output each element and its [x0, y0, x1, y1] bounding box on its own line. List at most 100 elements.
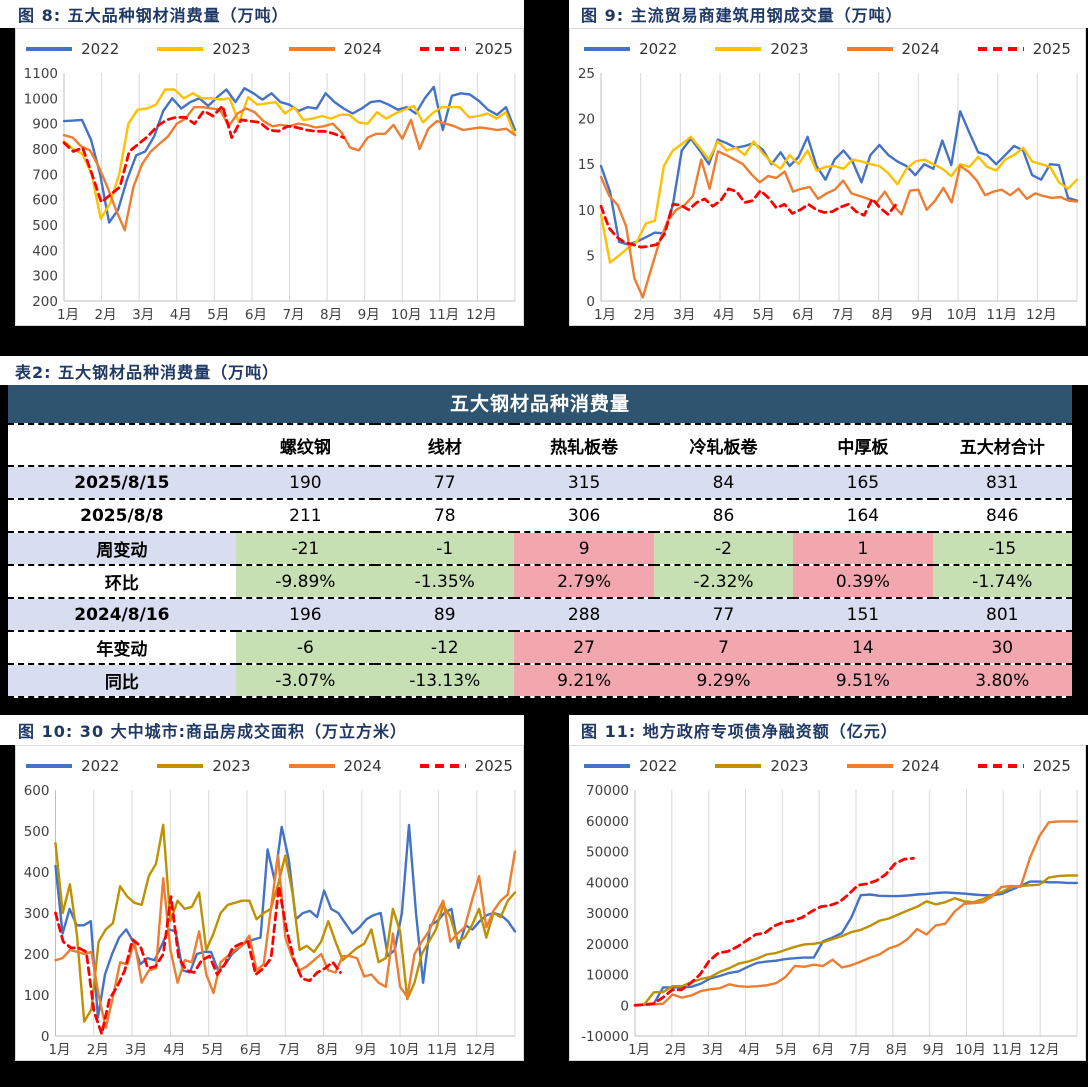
legend-line-swatch	[584, 47, 631, 51]
legend-item-2023: 2023	[715, 757, 809, 775]
legend-label: 2022	[81, 757, 120, 775]
x-tick-label: 8月	[320, 307, 342, 323]
value-cell: 831	[932, 465, 1072, 499]
value-cell: 89	[375, 597, 515, 631]
legend-label: 2024	[343, 757, 382, 775]
y-tick-label: 400	[32, 243, 58, 259]
series-line-2025	[54, 884, 342, 1036]
x-tick-label: 11月	[992, 1042, 1023, 1058]
legend-line-swatch	[846, 47, 893, 51]
x-tick-label: 1月	[57, 307, 79, 323]
legend-line-swatch	[715, 764, 762, 768]
y-tick-label: 900	[32, 117, 58, 133]
x-tick-label: 1月	[628, 1042, 650, 1058]
x-tick-label: 2月	[87, 1042, 109, 1058]
value-cell: -21	[235, 531, 376, 565]
figure8-caption: 图 8: 五大品种钢材消费量（万吨）	[18, 6, 289, 25]
x-tick-label: 4月	[713, 307, 735, 323]
legend-item-2025: 2025	[977, 757, 1071, 775]
x-tick-label: 3月	[125, 1042, 147, 1058]
x-tick-label: 1月	[594, 307, 616, 323]
row-label: 周变动	[8, 531, 236, 565]
y-tick-label: 5	[586, 248, 595, 264]
series-line-2023	[54, 823, 517, 1023]
row-label: 2024/8/16	[8, 597, 236, 631]
y-tick-label: 20000	[586, 937, 629, 953]
value-cell: 30	[932, 630, 1072, 664]
x-tick-label: 7月	[832, 307, 854, 323]
x-tick-label: 3月	[132, 307, 154, 323]
y-tick-label: 600	[24, 783, 50, 799]
legend-item-2023: 2023	[157, 40, 251, 58]
y-tick-label: 1100	[24, 66, 58, 82]
chart-legend: 2022 2023 2024 2025	[16, 29, 523, 65]
y-tick-label: 30000	[586, 906, 629, 922]
value-cell: 165	[793, 465, 933, 499]
value-cell: 306	[514, 498, 654, 532]
legend-dashed-line-swatch	[977, 764, 1024, 768]
value-cell: 14	[793, 630, 933, 664]
value-cell: -2	[653, 531, 794, 565]
value-cell: 77	[375, 465, 515, 499]
series-line-2024	[54, 850, 517, 1030]
y-tick-label: 400	[24, 865, 50, 881]
table-caption-band: 表2: 五大钢材品种消费量（万吨）	[0, 356, 1088, 385]
series-line-2025	[599, 187, 898, 249]
table-row: 年变动 -6 -12 27 7 14 30	[8, 630, 1072, 664]
x-tick-label: 12月	[466, 307, 497, 323]
value-cell: 0.39%	[793, 564, 933, 598]
legend-label: 2025	[1032, 757, 1071, 775]
legend-item-2024: 2024	[846, 757, 940, 775]
bottom-charts-row: 2022 2023 2024 2025 0 100 200 300 400 500 600 1月 2月 3…	[15, 745, 1086, 1061]
legend-label: 2023	[212, 40, 251, 58]
series-line-2025	[62, 104, 346, 204]
y-tick-label: 0	[41, 1029, 50, 1045]
legend-label: 2023	[212, 757, 251, 775]
figure9-caption: 图 9: 主流贸易商建筑用钢成交量（万吨）	[581, 6, 903, 25]
value-cell: 315	[514, 465, 654, 499]
legend-item-2024: 2024	[288, 40, 382, 58]
legend-item-2022: 2022	[584, 757, 677, 775]
x-tick-label: 2月	[634, 307, 656, 323]
y-tick-label: 20	[578, 112, 595, 128]
value-cell: -6	[235, 630, 376, 664]
column-header: 螺纹钢	[235, 423, 376, 466]
y-tick-label: 500	[32, 218, 58, 234]
legend-label: 2022	[639, 757, 678, 775]
x-tick-label: 10月	[955, 1042, 986, 1058]
legend-item-2024: 2024	[288, 757, 382, 775]
x-tick-label: 2月	[95, 307, 117, 323]
column-header: 中厚板	[793, 423, 933, 466]
y-tick-label: 100	[24, 988, 50, 1004]
figure8-panel: 2022 2023 2024 2025 200 300 400 500 600 700 800 900…	[15, 28, 524, 326]
x-tick-label: 4月	[738, 1042, 760, 1058]
row-label: 2025/8/15	[8, 465, 236, 499]
column-header: 热轧板卷	[514, 423, 654, 466]
figure10-panel: 2022 2023 2024 2025 0 100 200 300 400 500 600 1月 2月 3…	[15, 745, 524, 1061]
y-tick-label: 600	[32, 193, 58, 209]
value-cell: 846	[932, 498, 1072, 532]
x-tick-label: 2月	[665, 1042, 687, 1058]
x-tick-label: 7月	[278, 1042, 300, 1058]
table-row: 2025/8/15 190 77 315 84 165 831	[8, 465, 1072, 499]
row-label: 年变动	[8, 630, 236, 664]
legend-line-swatch	[288, 47, 335, 51]
x-tick-label: 3月	[702, 1042, 724, 1058]
series-line-2024	[599, 150, 1079, 299]
value-cell: 7	[653, 630, 794, 664]
figure11-caption: 图 11: 地方政府专项债净融资额（亿元）	[581, 722, 898, 741]
table-header-row: 螺纹钢 线材 热轧板卷 冷轧板卷 中厚板 五大材合计	[8, 423, 1072, 466]
figure10-caption: 图 10: 30 大中城市:商品房成交面积（万立方米）	[18, 722, 408, 741]
value-cell: 9.29%	[653, 663, 794, 698]
legend-label: 2022	[81, 40, 120, 58]
x-tick-label: 11月	[986, 307, 1017, 323]
value-cell: 9.21%	[514, 663, 654, 698]
value-cell: -1.35%	[375, 564, 515, 598]
table2-grid: 螺纹钢 线材 热轧板卷 冷轧板卷 中厚板 五大材合计 2025/8/15 190 77 315 84…	[8, 423, 1072, 698]
y-tick-label: -10000	[581, 1029, 629, 1045]
bottom-caption-band: 图 10: 30 大中城市:商品房成交面积（万立方米） 图 11: 地方政府专项…	[0, 715, 1088, 745]
row-label: 环比	[8, 564, 236, 598]
table-row: 2024/8/16 196 89 288 77 151 801	[8, 597, 1072, 631]
x-tick-label: 1月	[48, 1042, 70, 1058]
legend-line-swatch	[26, 764, 73, 768]
